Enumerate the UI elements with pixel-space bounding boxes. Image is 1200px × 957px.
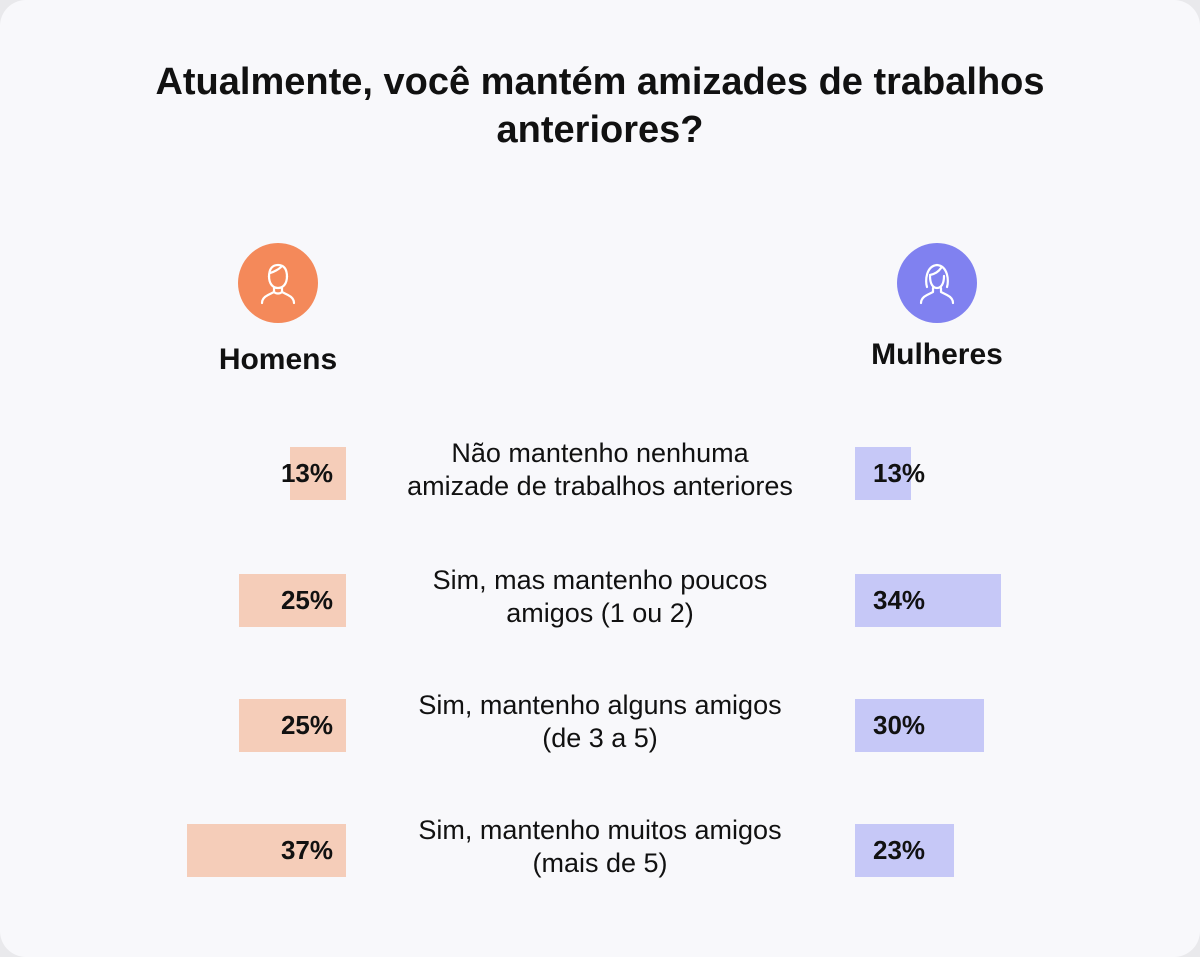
men-bar <box>238 699 346 752</box>
women-value-label: 30% <box>873 710 926 740</box>
chart-title: Atualmente, você mantém amizades de trab… <box>155 61 1045 151</box>
answer-label: Sim, mas mantenho poucos amigos (1 ou 2) <box>432 565 768 628</box>
women-bar <box>855 574 1002 627</box>
woman-user-icon <box>897 243 977 323</box>
women-bar <box>855 447 911 500</box>
women-value-label: 34% <box>873 585 926 615</box>
answer-label: Sim, mantenho muitos amigos (mais de 5) <box>418 815 782 878</box>
answer-label: Não mantenho nenhuma amizade de trabalho… <box>407 438 793 501</box>
chart-row: 25% Sim, mas mantenho poucos amigos (1 ou… <box>0 560 1200 640</box>
men-value-label: 37% <box>280 835 333 865</box>
men-label: Homens <box>218 343 338 376</box>
men-value-label: 13% <box>280 458 333 488</box>
women-bar <box>855 824 954 877</box>
answer-label: Sim, mantenho alguns amigos (de 3 a 5) <box>418 690 782 753</box>
women-value-label: 23% <box>873 835 926 865</box>
chart-row: 25% Sim, mantenho alguns amigos (de 3 a 5… <box>0 685 1200 765</box>
men-value-label: 25% <box>280 710 333 740</box>
men-bar <box>290 447 346 500</box>
men-bar <box>186 824 346 877</box>
men-value-label: 25% <box>280 585 333 615</box>
women-label: Mulheres <box>871 338 1003 371</box>
chart-row: 37% Sim, mantenho muitos amigos (mais de … <box>0 810 1200 890</box>
chart-row: 13% Não mantenho nenhuma amizade de traba… <box>0 433 1200 513</box>
women-bar <box>855 699 984 752</box>
men-bar <box>238 574 346 627</box>
man-user-icon <box>238 243 318 323</box>
women-value-label: 13% <box>873 458 926 488</box>
